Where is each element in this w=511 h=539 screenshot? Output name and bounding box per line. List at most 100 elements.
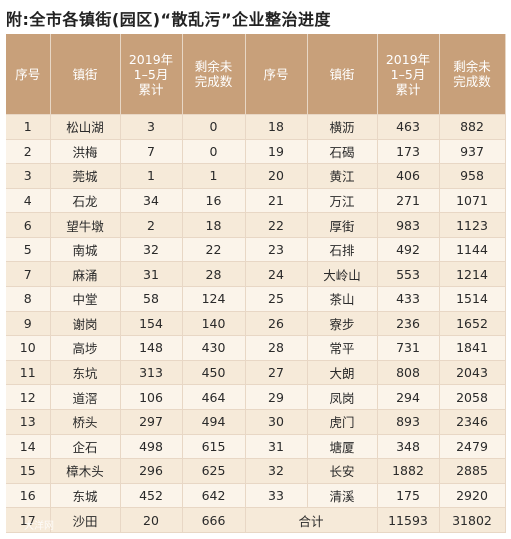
header-row: 序号 镇街 2019年 1–5月 累计 剩余未 完成数 序号 镇街 2019年 1–5月 累计 剩余未完…: [6, 34, 506, 115]
remaining-cell: 615: [182, 434, 246, 460]
cumulative-cell: 433: [377, 286, 440, 312]
town-cell: 黄江: [307, 163, 378, 189]
table-row: 3 莞城 1 1 20 黄江 406 958: [6, 163, 506, 189]
row-number-cell: 11: [6, 360, 51, 386]
row-number-cell: 17: [6, 507, 51, 533]
town-cell: 虎门: [307, 409, 378, 435]
cumulative-cell: 271: [377, 188, 440, 214]
row-number-cell: 31: [245, 434, 308, 460]
row-number-cell: 6: [6, 212, 51, 238]
table-row: 9 谢岗 154 140 26 寮步 236 1652: [6, 311, 506, 337]
cumulative-cell: 32: [120, 237, 183, 263]
table-body: 1 松山湖 3 0 18 横沥 463 882 2 洪梅 7 0 19 石碣 173 937 3 莞城 1 1 20 黄江…: [6, 114, 506, 533]
cumulative-cell: 106: [120, 384, 183, 410]
remaining-cell: 16: [182, 188, 246, 214]
town-cell: 谢岗: [50, 311, 121, 337]
town-cell: 东坑: [50, 360, 121, 386]
remaining-cell: 450: [182, 360, 246, 386]
cumulative-cell: 553: [377, 261, 440, 288]
remaining-cell: 2346: [439, 409, 506, 435]
remaining-cell: 22: [182, 237, 246, 263]
cumulative-cell: 294: [377, 384, 440, 410]
column-header: 剩余未 完成数: [182, 34, 246, 115]
table-row: 16 东城 452 642 33 清溪 175 2920: [6, 483, 506, 509]
cumulative-cell: 1882: [377, 458, 440, 484]
remaining-cell: 2058: [439, 384, 506, 410]
town-cell: 东城: [50, 483, 121, 509]
row-number-cell: 22: [245, 212, 308, 238]
remaining-cell: 0: [182, 139, 246, 165]
cumulative-cell: 31: [120, 261, 183, 288]
cumulative-cell: 175: [377, 483, 440, 509]
cumulative-cell: 498: [120, 434, 183, 460]
table-row: 1 松山湖 3 0 18 横沥 463 882: [6, 114, 506, 140]
row-number-cell: 33: [245, 483, 308, 509]
remaining-cell: 1144: [439, 237, 506, 263]
row-number-cell: 10: [6, 335, 51, 361]
row-number-cell: 4: [6, 188, 51, 214]
row-number-cell: 2: [6, 139, 51, 165]
town-cell: 大岭山: [307, 261, 378, 288]
table-row: 5 南城 32 22 23 石排 492 1144: [6, 237, 506, 263]
row-number-cell: 14: [6, 434, 51, 460]
cumulative-cell: 148: [120, 335, 183, 361]
remaining-cell: 0: [182, 114, 246, 140]
town-cell: 石碣: [307, 139, 378, 165]
table-row: 14 企石 498 615 31 塘厦 348 2479: [6, 434, 506, 460]
row-number-cell: 29: [245, 384, 308, 410]
remaining-cell: 1652: [439, 311, 506, 337]
town-cell: 长安: [307, 458, 378, 484]
remaining-cell: 625: [182, 458, 246, 484]
column-header: 序号: [6, 34, 51, 115]
town-cell: 清溪: [307, 483, 378, 509]
town-cell: 常平: [307, 335, 378, 361]
remaining-cell: 1214: [439, 261, 506, 288]
table-row: 11 东坑 313 450 27 大朗 808 2043: [6, 360, 506, 386]
cumulative-cell: 983: [377, 212, 440, 238]
row-number-cell: 12: [6, 384, 51, 410]
column-header: 2019年 1–5月 累计: [377, 34, 440, 115]
cumulative-cell: 808: [377, 360, 440, 386]
town-cell: 石排: [307, 237, 378, 263]
row-number-cell: 8: [6, 286, 51, 312]
table-row: 12 道滘 106 464 29 凤岗 294 2058: [6, 384, 506, 410]
remaining-cell: 494: [182, 409, 246, 435]
table-row: 8 中堂 58 124 25 茶山 433 1514: [6, 286, 506, 312]
row-number-cell: 3: [6, 163, 51, 189]
cumulative-cell: 296: [120, 458, 183, 484]
row-number-cell: 9: [6, 311, 51, 337]
town-cell: 寮步: [307, 311, 378, 337]
cumulative-cell: 2: [120, 212, 183, 238]
town-cell: 高埗: [50, 335, 121, 361]
town-cell: 南城: [50, 237, 121, 263]
town-cell: 樟木头: [50, 458, 121, 484]
watermark: 大洋网: [24, 521, 54, 532]
row-number-cell: 30: [245, 409, 308, 435]
column-header: 剩余未 完成数: [439, 34, 506, 115]
cumulative-cell: 452: [120, 483, 183, 509]
total-cumulative-cell: 11593: [377, 507, 440, 533]
remaining-cell: 464: [182, 384, 246, 410]
column-header: 序号: [245, 34, 308, 115]
town-cell: 企石: [50, 434, 121, 460]
table-row: 6 望牛墩 2 18 22 厚街 983 1123: [6, 212, 506, 238]
row-number-cell: 25: [245, 286, 308, 312]
town-cell: 中堂: [50, 286, 121, 312]
remaining-cell: 28: [182, 261, 246, 288]
cumulative-cell: 492: [377, 237, 440, 263]
row-number-cell: 32: [245, 458, 308, 484]
remaining-cell: 2885: [439, 458, 506, 484]
row-number-cell: 5: [6, 237, 51, 263]
remaining-cell: 1: [182, 163, 246, 189]
row-number-cell: 15: [6, 458, 51, 484]
remaining-cell: 430: [182, 335, 246, 361]
remaining-cell: 124: [182, 286, 246, 312]
cumulative-cell: 7: [120, 139, 183, 165]
cumulative-cell: 3: [120, 114, 183, 140]
table-row: 7 麻涌 31 28 24 大岭山 553 1214: [6, 261, 506, 288]
town-cell: 茶山: [307, 286, 378, 312]
town-cell: 麻涌: [50, 261, 121, 288]
row-number-cell: 18: [245, 114, 308, 140]
table-row: 4 石龙 34 16 21 万江 271 1071: [6, 188, 506, 214]
town-cell: 万江: [307, 188, 378, 214]
